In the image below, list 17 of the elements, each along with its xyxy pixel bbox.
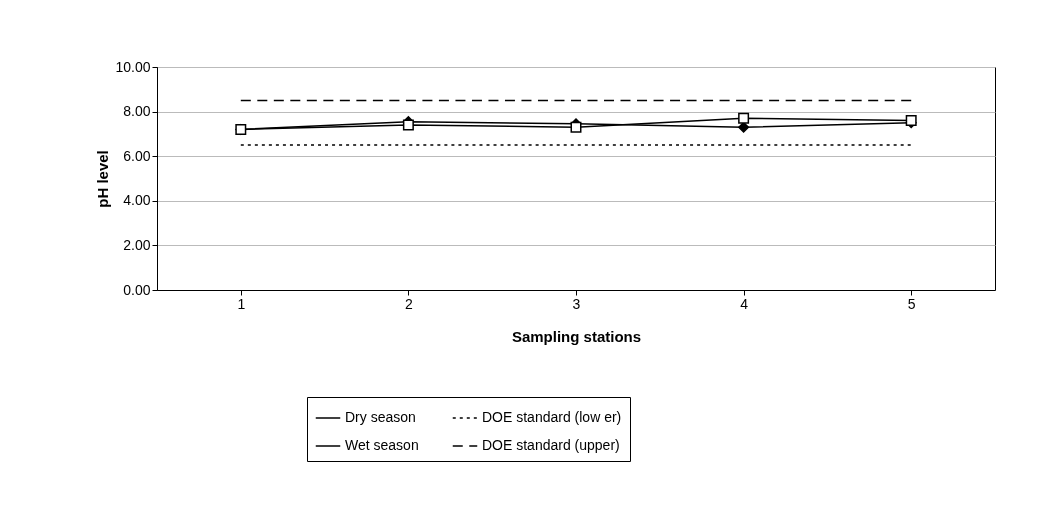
y-tick-label: 6.00 — [123, 147, 151, 164]
x-tick-label: 5 — [907, 295, 916, 312]
x-tick-label: 2 — [405, 295, 413, 312]
legend-label: Wet season — [345, 437, 419, 453]
y-tick-label: 0.00 — [123, 281, 151, 298]
legend-label: DOE standard (upper) — [482, 437, 620, 453]
y-tick-label: 2.00 — [123, 236, 151, 253]
y-tick-label: 8.00 — [123, 103, 151, 120]
y-tick-label: 4.00 — [123, 192, 151, 209]
x-tick-label: 1 — [237, 295, 246, 312]
x-axis-title: Sampling stations — [511, 327, 642, 345]
y-axis-title: pH level — [94, 150, 112, 208]
x-tick-label: 4 — [740, 295, 749, 312]
legend-label: DOE standard (low er) — [482, 409, 622, 425]
legend-label: Dry season — [345, 409, 416, 425]
y-tick-label: 10.00 — [115, 58, 151, 75]
x-tick-label: 3 — [572, 295, 581, 312]
